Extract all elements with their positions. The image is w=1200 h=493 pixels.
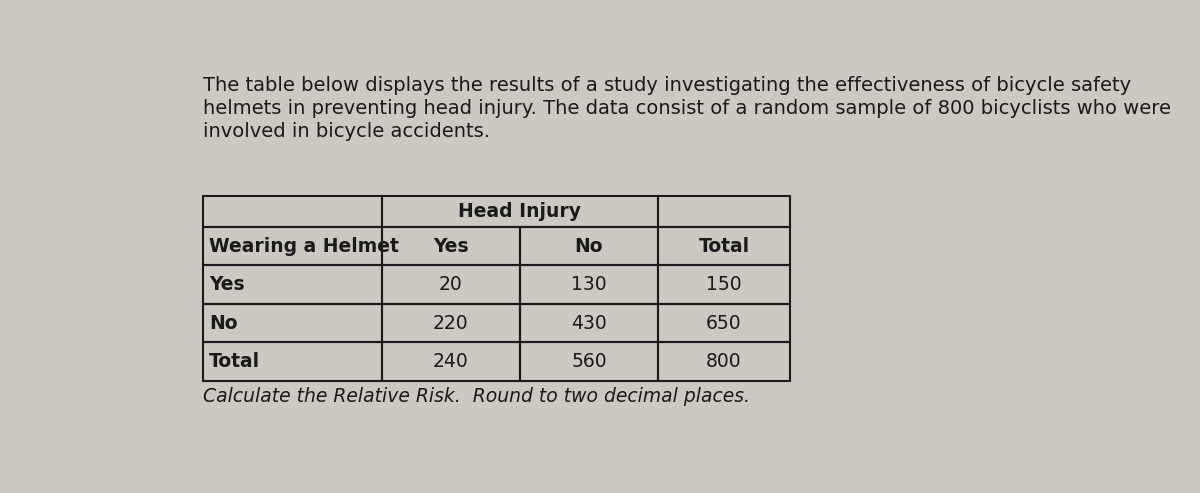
Text: 430: 430 <box>571 314 607 333</box>
Bar <box>520 227 658 265</box>
Bar <box>382 304 520 343</box>
Bar <box>658 227 790 265</box>
Bar <box>382 227 520 265</box>
Text: 20: 20 <box>439 275 463 294</box>
Bar <box>382 265 520 304</box>
Text: 220: 220 <box>433 314 469 333</box>
Text: Yes: Yes <box>209 275 245 294</box>
Bar <box>658 196 790 227</box>
Bar <box>382 196 658 227</box>
Bar <box>658 343 790 381</box>
Bar <box>203 265 382 304</box>
Text: 150: 150 <box>707 275 742 294</box>
Text: Calculate the Relative Risk.  Round to two decimal places.: Calculate the Relative Risk. Round to tw… <box>203 387 750 406</box>
Text: 650: 650 <box>707 314 742 333</box>
Text: helmets in preventing head injury. The data consist of a random sample of 800 bi: helmets in preventing head injury. The d… <box>203 99 1171 118</box>
Bar <box>520 343 658 381</box>
Bar <box>203 343 382 381</box>
Text: Yes: Yes <box>433 237 469 255</box>
Text: Head Injury: Head Injury <box>458 202 582 221</box>
Bar <box>520 304 658 343</box>
Bar <box>658 304 790 343</box>
Text: Wearing a Helmet: Wearing a Helmet <box>209 237 398 255</box>
Text: No: No <box>575 237 604 255</box>
Text: involved in bicycle accidents.: involved in bicycle accidents. <box>203 122 490 141</box>
Text: 560: 560 <box>571 352 607 371</box>
Bar <box>203 227 382 265</box>
Text: 240: 240 <box>433 352 469 371</box>
Bar <box>658 265 790 304</box>
Bar <box>203 196 382 227</box>
Bar <box>382 343 520 381</box>
Text: Total: Total <box>209 352 260 371</box>
Bar <box>203 304 382 343</box>
Text: No: No <box>209 314 238 333</box>
Text: The table below displays the results of a study investigating the effectiveness : The table below displays the results of … <box>203 76 1130 95</box>
Text: 130: 130 <box>571 275 607 294</box>
Bar <box>520 265 658 304</box>
Text: 800: 800 <box>707 352 742 371</box>
Text: Total: Total <box>698 237 750 255</box>
